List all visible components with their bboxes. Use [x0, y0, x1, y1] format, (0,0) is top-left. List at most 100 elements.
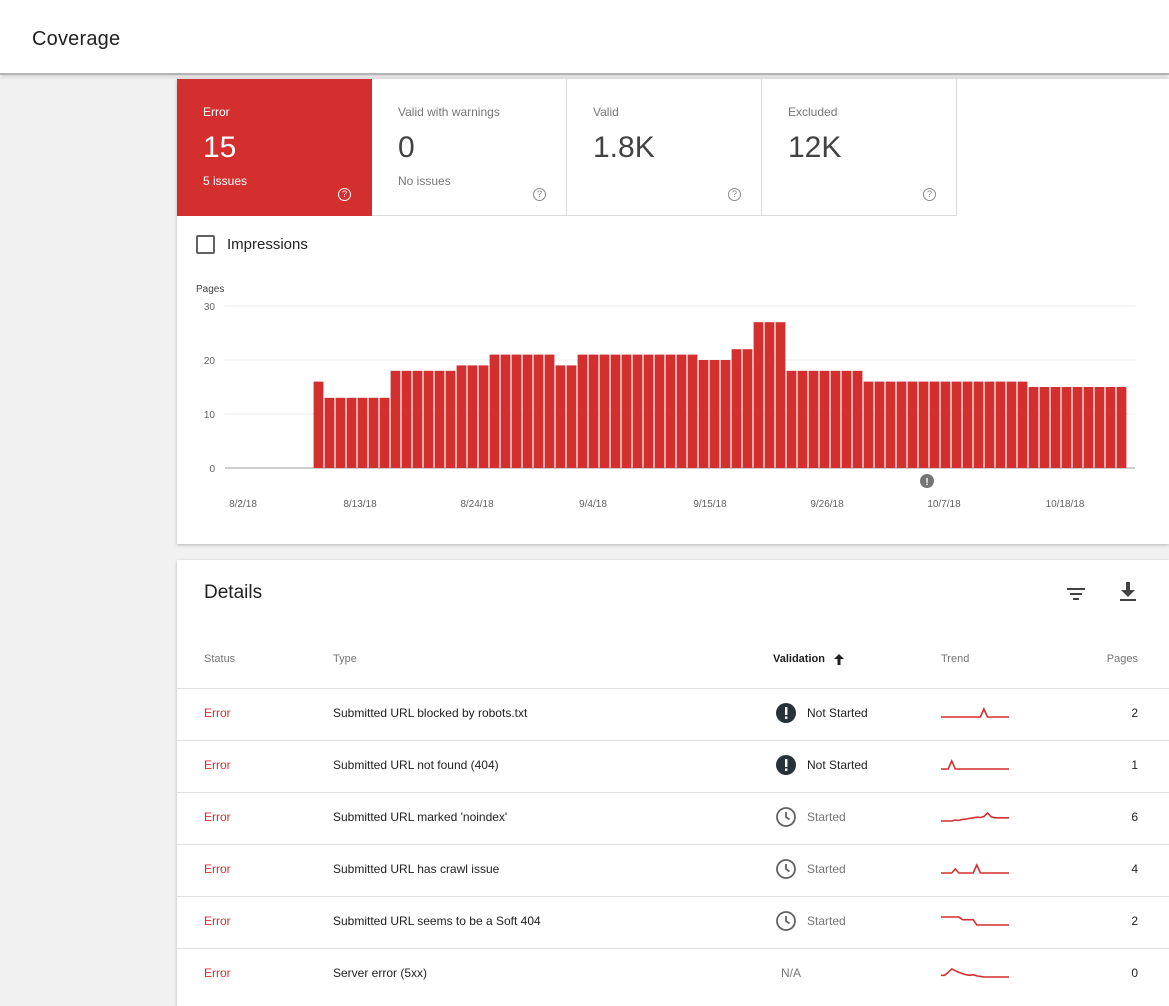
pages-cell: 2 [1131, 914, 1138, 928]
help-icon[interactable]: ? [338, 188, 351, 201]
chart-bar [720, 360, 731, 468]
exclamation-circle-icon [776, 755, 796, 775]
chart-bar [984, 381, 995, 468]
chart-bar [313, 381, 324, 468]
help-icon[interactable]: ? [533, 188, 546, 201]
chart-bar [940, 381, 951, 468]
chart-bar [500, 354, 511, 468]
validation-cell: Started [775, 858, 846, 880]
column-header-trend[interactable]: Trend [941, 653, 970, 665]
chart-bar [687, 354, 698, 468]
impressions-label: Impressions [227, 236, 308, 253]
trend-sparkline [941, 916, 1009, 926]
x-tick-label: 8/13/18 [343, 499, 377, 510]
tile-label: Valid with warnings [398, 105, 500, 119]
chart-bar [445, 370, 456, 468]
chart-bar [808, 370, 819, 468]
column-header-pages[interactable]: Pages [1106, 653, 1138, 665]
x-tick-label: 10/7/18 [927, 499, 961, 510]
y-tick-label: 0 [209, 464, 215, 475]
chart-bar [423, 370, 434, 468]
pages-cell: 6 [1131, 810, 1138, 824]
chart-bar [379, 397, 390, 468]
column-header-validation[interactable]: Validation [773, 653, 845, 665]
chart-bar [1050, 387, 1061, 468]
chart-bar [621, 354, 632, 468]
chart-bar [907, 381, 918, 468]
x-tick-label: 8/24/18 [460, 499, 494, 510]
chart-bar [588, 354, 599, 468]
chart-bar [698, 360, 709, 468]
status-cell: Error [204, 862, 231, 876]
chart-bar [412, 370, 423, 468]
tile-valid[interactable]: Valid 1.8K ? [567, 79, 762, 216]
pages-cell: 0 [1131, 966, 1138, 980]
table-row[interactable]: Error Submitted URL not found (404) Not St… [177, 740, 1169, 792]
tile-excluded[interactable]: Excluded 12K ? [762, 79, 957, 216]
chart-bar [973, 381, 984, 468]
chart-bar [335, 397, 346, 468]
impressions-toggle[interactable]: Impressions [196, 235, 308, 254]
chart-bar [852, 370, 863, 468]
chart-bar [841, 370, 852, 468]
x-tick-label: 9/4/18 [579, 499, 607, 510]
tile-label: Valid [593, 105, 619, 119]
annotation-marker-glyph: ! [925, 477, 928, 488]
chart-bar [731, 349, 742, 468]
validation-cell: Not Started [775, 754, 868, 776]
download-icon[interactable] [1117, 580, 1139, 604]
pages-cell: 2 [1131, 706, 1138, 720]
top-bar: Coverage [0, 0, 1169, 75]
status-cell: Error [204, 966, 231, 980]
clock-icon [776, 807, 796, 827]
impressions-checkbox[interactable] [196, 235, 215, 254]
trend-line [941, 916, 1009, 926]
validation-label: Started [807, 862, 846, 876]
chart-bar [896, 381, 907, 468]
chart-bar [555, 365, 566, 468]
type-cell: Submitted URL marked 'noindex' [333, 810, 508, 824]
trend-sparkline [941, 863, 1009, 874]
chart-bar [434, 370, 445, 468]
chart-bar [753, 322, 764, 468]
validation-cell: Started [775, 806, 846, 828]
chart-bar [456, 365, 467, 468]
table-row[interactable]: Error Submitted URL marked 'noindex' Start… [177, 792, 1169, 844]
column-header-type[interactable]: Type [333, 653, 357, 665]
validation-label: Not Started [807, 758, 868, 772]
chart-bar [1061, 387, 1072, 468]
chart-bar [709, 360, 720, 468]
validation-label: Started [807, 810, 846, 824]
table-row[interactable]: Error Submitted URL seems to be a Soft 40… [177, 896, 1169, 948]
table-row[interactable]: Error Submitted URL has crawl issue Starte… [177, 844, 1169, 896]
validation-label: Not Started [807, 706, 868, 720]
x-tick-label: 10/18/18 [1046, 499, 1085, 510]
tile-value: 1.8K [593, 131, 655, 164]
filter-icon[interactable] [1065, 583, 1087, 605]
chart-bar [544, 354, 555, 468]
tile-error[interactable]: Error 15 5 issues ? [177, 79, 372, 216]
chart-bar [1116, 387, 1127, 468]
chart-bar [1105, 387, 1116, 468]
table-row[interactable]: Error Submitted URL blocked by robots.txt… [177, 688, 1169, 740]
trend-sparkline [941, 707, 1009, 718]
tile-sub: No issues [398, 174, 451, 188]
column-header-status[interactable]: Status [204, 653, 236, 665]
chart-bar [962, 381, 973, 468]
validation-cell: N/A [781, 966, 801, 980]
pages-cell: 1 [1131, 758, 1138, 772]
type-cell: Submitted URL blocked by robots.txt [333, 706, 528, 720]
chart-bar [1006, 381, 1017, 468]
chart-bar [610, 354, 621, 468]
tile-value: 0 [398, 131, 415, 164]
chart-bar [346, 397, 357, 468]
details-title: Details [204, 582, 263, 603]
tile-label: Error [203, 105, 230, 119]
chart-bar [654, 354, 665, 468]
help-icon[interactable]: ? [728, 188, 741, 201]
chart-bar [951, 381, 962, 468]
chart-bar [478, 365, 489, 468]
tile-valid-with-warnings[interactable]: Valid with warnings 0 No issues ? [372, 79, 567, 216]
help-icon[interactable]: ? [923, 188, 936, 201]
table-row[interactable]: Error Server error (5xx) N/A 0 [177, 948, 1169, 1000]
